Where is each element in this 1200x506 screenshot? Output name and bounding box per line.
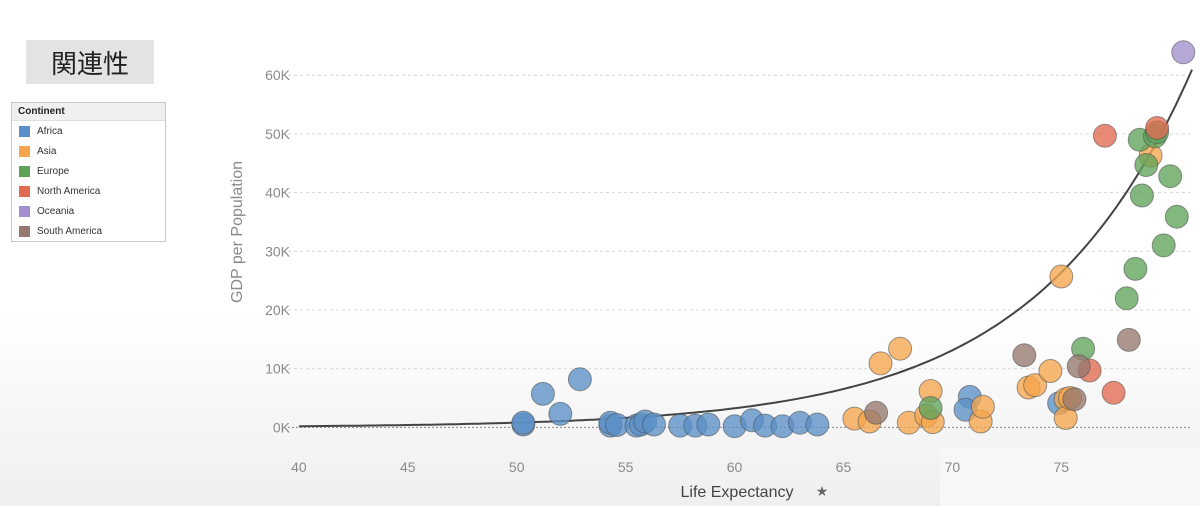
legend-swatch bbox=[19, 185, 30, 197]
point-north-america[interactable] bbox=[1145, 116, 1170, 140]
y-tick-label: 30K bbox=[265, 243, 291, 259]
point-africa[interactable] bbox=[567, 367, 592, 392]
legend-swatch bbox=[19, 225, 30, 237]
legend-item-label: Africa bbox=[37, 125, 63, 137]
legend-item-europe[interactable]: Europe bbox=[12, 161, 165, 181]
point-europe[interactable] bbox=[1134, 153, 1159, 177]
y-axis-ticks: 0K 10K 20K 30K 40K 50K 60K bbox=[265, 67, 291, 435]
legend-item-label: North America bbox=[37, 185, 101, 197]
x-tick-label: 40 bbox=[291, 459, 307, 475]
x-tick-label: 75 bbox=[1054, 459, 1070, 475]
point-north-america[interactable] bbox=[1101, 380, 1126, 405]
point-africa[interactable] bbox=[511, 410, 536, 435]
point-asia[interactable] bbox=[970, 394, 995, 419]
corner-patch bbox=[940, 448, 1200, 506]
legend-item-label: Europe bbox=[37, 165, 70, 177]
point-europe[interactable] bbox=[918, 396, 943, 420]
pin-icon[interactable]: ★ bbox=[816, 483, 829, 499]
y-tick-label: 0K bbox=[273, 419, 291, 435]
legend-swatch bbox=[19, 145, 30, 157]
point-asia[interactable] bbox=[1023, 373, 1048, 398]
point-europe[interactable] bbox=[1129, 183, 1154, 208]
x-axis-title: Life Expectancy bbox=[681, 484, 794, 501]
x-tick-label: 50 bbox=[509, 459, 525, 475]
legend-item-oceania[interactable]: Oceania bbox=[12, 201, 165, 221]
trend-line-path bbox=[298, 69, 1193, 428]
legend-item-africa[interactable]: Africa bbox=[12, 121, 165, 141]
legend-item-label: Oceania bbox=[37, 205, 75, 217]
y-tick-label: 40K bbox=[265, 185, 291, 201]
point-europe[interactable] bbox=[1164, 204, 1189, 229]
y-tick-label: 20K bbox=[265, 302, 291, 318]
point-south-america[interactable] bbox=[864, 400, 889, 425]
point-africa[interactable] bbox=[696, 412, 721, 437]
y-axis-title: GDP per Population bbox=[229, 161, 246, 303]
point-africa[interactable] bbox=[548, 401, 573, 426]
y-tick-label: 50K bbox=[265, 126, 291, 142]
data-points bbox=[511, 40, 1196, 439]
point-asia[interactable] bbox=[1038, 359, 1063, 383]
legend-title: Continent bbox=[12, 103, 165, 121]
grid-lines bbox=[288, 74, 1192, 428]
point-south-america[interactable] bbox=[1116, 327, 1141, 352]
y-tick-label: 60K bbox=[265, 67, 291, 83]
legend-swatch bbox=[19, 125, 30, 137]
point-asia[interactable] bbox=[888, 336, 913, 361]
point-south-america[interactable] bbox=[1062, 387, 1087, 412]
legend-swatch bbox=[19, 165, 30, 177]
section-heading: 関連性 bbox=[26, 40, 154, 84]
point-europe[interactable] bbox=[1114, 286, 1139, 311]
point-asia[interactable] bbox=[868, 351, 893, 376]
point-oceania[interactable] bbox=[1171, 40, 1196, 65]
legend-item-label: Asia bbox=[37, 145, 57, 157]
y-tick-label: 10K bbox=[265, 361, 291, 377]
legend-swatch bbox=[19, 205, 30, 217]
legend-item-asia[interactable]: Asia bbox=[12, 141, 165, 161]
point-asia[interactable] bbox=[1049, 264, 1074, 289]
point-africa[interactable] bbox=[642, 412, 666, 437]
point-north-america[interactable] bbox=[1092, 123, 1117, 148]
x-tick-label: 70 bbox=[945, 459, 961, 475]
point-africa[interactable] bbox=[805, 412, 830, 437]
legend: Continent Africa Asia Europe North Ameri… bbox=[11, 102, 166, 242]
trend-line bbox=[298, 69, 1193, 428]
x-tick-label: 65 bbox=[836, 459, 852, 475]
x-tick-label: 55 bbox=[618, 459, 634, 475]
point-europe[interactable] bbox=[1158, 164, 1183, 189]
x-axis-ticks: 40 45 50 55 60 65 70 75 bbox=[291, 459, 1069, 475]
point-south-america[interactable] bbox=[1066, 354, 1091, 379]
x-tick-label: 45 bbox=[400, 459, 416, 475]
legend-item-label: South America bbox=[37, 225, 103, 237]
point-europe[interactable] bbox=[1123, 256, 1148, 281]
x-tick-label: 60 bbox=[727, 459, 743, 475]
point-africa[interactable] bbox=[530, 381, 555, 406]
point-europe[interactable] bbox=[1151, 233, 1176, 258]
point-south-america[interactable] bbox=[1012, 343, 1037, 368]
legend-item-north-america[interactable]: North America bbox=[12, 181, 165, 201]
legend-item-south-america[interactable]: South America bbox=[12, 221, 165, 241]
